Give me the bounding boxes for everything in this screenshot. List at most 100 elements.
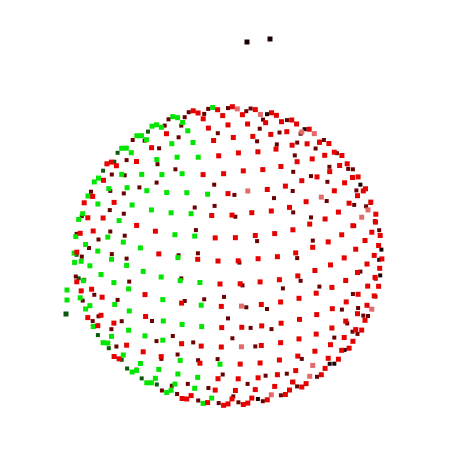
- sphere-point: [265, 112, 269, 117]
- sphere-point: [295, 256, 300, 261]
- sphere-point: [192, 385, 198, 391]
- sphere-point: [154, 122, 159, 128]
- sphere-point: [310, 244, 316, 250]
- sphere-point: [192, 233, 198, 239]
- sphere-point: [365, 283, 371, 289]
- sphere-point: [268, 208, 274, 214]
- sphere-point: [73, 274, 78, 279]
- sphere-point: [230, 336, 235, 341]
- sphere-point: [287, 204, 292, 210]
- sphere-point: [139, 171, 145, 177]
- sphere-point: [355, 331, 360, 336]
- sphere-point: [172, 381, 178, 387]
- sphere-point: [274, 372, 280, 378]
- sphere-point: [304, 141, 310, 147]
- sphere-point: [339, 232, 345, 238]
- sphere-point: [377, 257, 382, 262]
- sphere-point: [226, 316, 230, 321]
- sphere-point: [257, 111, 263, 117]
- sphere-point: [235, 376, 241, 382]
- sphere-point: [255, 256, 261, 262]
- sphere-point: [313, 290, 319, 296]
- sphere-point: [154, 382, 159, 387]
- sphere-point: [298, 278, 303, 283]
- sphere-point: [327, 361, 332, 366]
- sphere-point: [244, 39, 250, 45]
- sphere-point: [373, 211, 379, 217]
- sphere-point: [222, 294, 226, 299]
- sphere-point: [312, 268, 318, 273]
- sphere-point: [284, 371, 289, 376]
- sphere-point: [313, 331, 319, 337]
- sphere-point: [158, 354, 164, 360]
- sphere-point: [215, 131, 220, 136]
- sphere-point: [368, 199, 374, 205]
- sphere-point: [327, 164, 332, 169]
- sphere-point: [377, 265, 383, 271]
- sphere-point: [295, 384, 300, 389]
- sphere-point: [98, 312, 104, 318]
- sphere-point: [354, 188, 359, 193]
- sphere-point: [335, 356, 341, 362]
- sphere-point: [142, 333, 148, 339]
- sphere-point: [78, 288, 84, 294]
- sphere-point: [111, 280, 117, 286]
- sphere-point: [274, 254, 280, 260]
- sphere-point: [355, 270, 360, 275]
- sphere-point: [278, 320, 284, 326]
- sphere-point: [358, 182, 363, 187]
- sphere-point: [197, 280, 203, 285]
- sphere-point: [258, 343, 264, 348]
- sphere-point: [168, 210, 174, 216]
- sphere-point: [90, 324, 96, 329]
- sphere-point: [371, 293, 377, 299]
- sphere-point: [379, 256, 385, 262]
- sphere-point: [229, 396, 235, 402]
- sphere-point: [109, 327, 114, 332]
- sphere-point: [164, 131, 169, 137]
- sphere-point: [299, 356, 304, 361]
- sphere-point: [119, 145, 125, 151]
- sphere-point: [279, 119, 284, 125]
- sphere-point: [341, 255, 347, 261]
- sphere-point: [119, 319, 124, 324]
- sphere-point: [346, 345, 352, 351]
- sphere-point: [324, 199, 329, 203]
- sphere-point: [148, 207, 154, 213]
- sphere-point: [346, 200, 352, 206]
- sphere-point: [325, 239, 331, 245]
- sphere-point: [124, 256, 129, 261]
- sphere-point: [172, 232, 178, 238]
- sphere-point: [192, 205, 197, 210]
- sphere-point: [77, 230, 83, 236]
- sphere-point: [358, 269, 363, 274]
- sphere-point: [236, 400, 241, 405]
- sphere-point: [317, 139, 322, 145]
- sphere-point: [249, 395, 255, 401]
- sphere-point: [126, 308, 132, 314]
- sphere-point: [253, 344, 258, 349]
- sphere-point: [106, 186, 112, 192]
- sphere-point: [90, 228, 96, 234]
- sphere-point: [144, 380, 150, 386]
- sphere-point: [179, 123, 184, 128]
- sphere-point: [154, 180, 159, 185]
- sphere-point: [115, 297, 120, 302]
- sphere-point: [73, 234, 79, 240]
- sphere-point: [96, 237, 101, 242]
- sphere-point: [235, 150, 241, 156]
- sphere-point: [329, 306, 335, 312]
- sphere-point: [377, 233, 383, 238]
- sphere-point: [164, 190, 170, 195]
- sphere-point: [216, 153, 222, 159]
- sphere-point: [310, 362, 316, 368]
- sphere-point: [328, 342, 333, 348]
- sphere-point: [369, 306, 375, 312]
- sphere-point: [276, 277, 282, 283]
- sphere-point: [80, 278, 86, 284]
- sphere-point: [350, 292, 355, 296]
- sphere-point: [126, 286, 132, 292]
- sphere-point: [290, 379, 296, 385]
- sphere-point: [257, 360, 263, 366]
- sphere-point: [369, 229, 375, 235]
